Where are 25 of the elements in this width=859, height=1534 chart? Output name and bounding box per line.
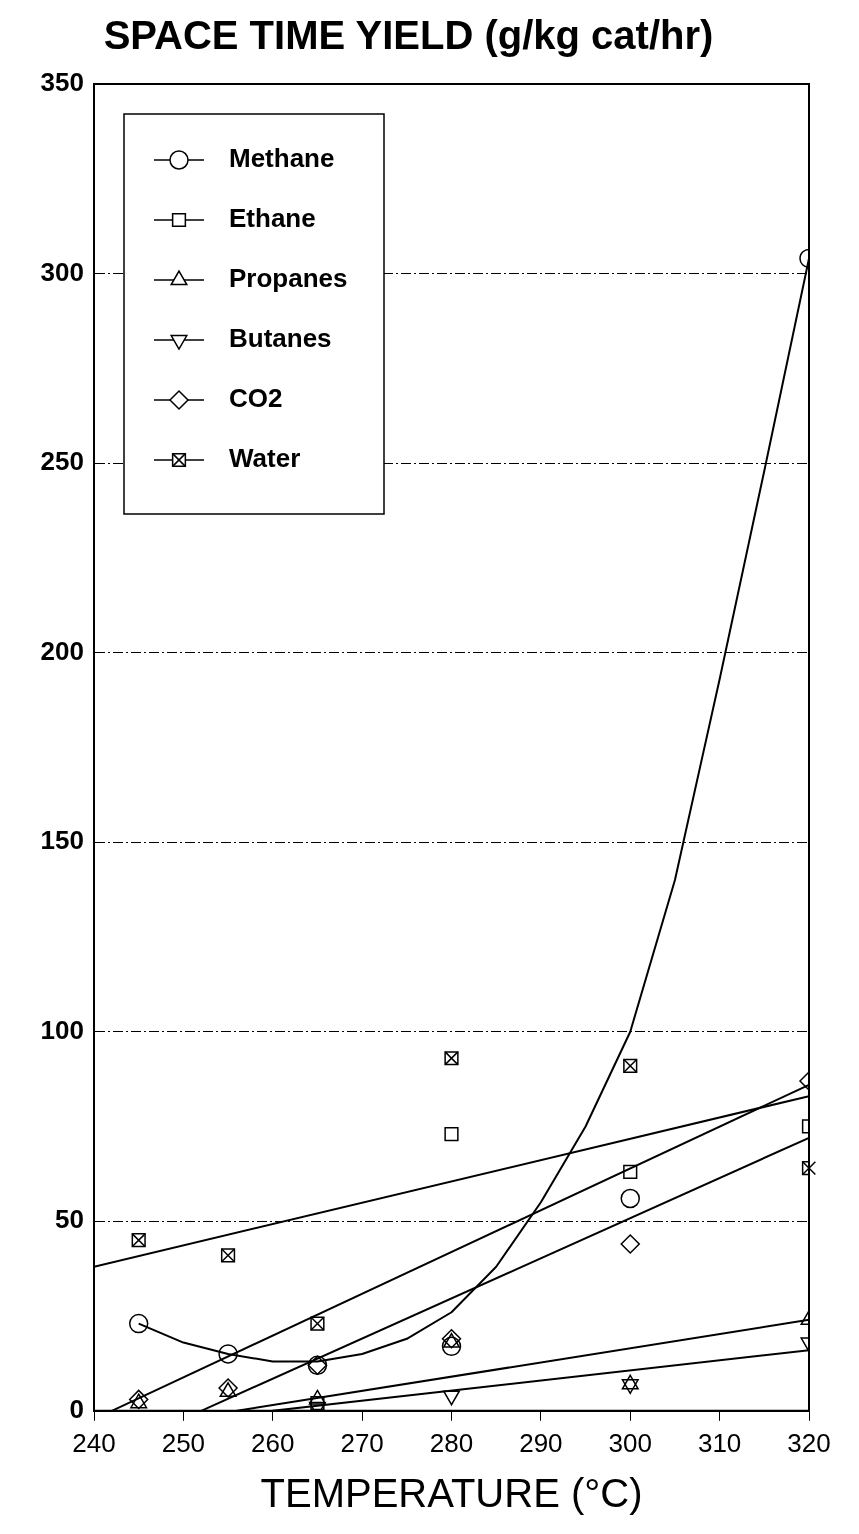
x-tick-label: 260 — [251, 1427, 295, 1458]
legend-label: Propanes — [229, 263, 348, 294]
legend-label: Ethane — [229, 203, 316, 234]
x-tick-label: 320 — [787, 1427, 831, 1458]
y-tick-label: 200 — [40, 635, 84, 666]
chart-title: SPACE TIME YIELD (g/kg cat/hr) — [103, 13, 714, 58]
legend-label: CO2 — [229, 383, 283, 414]
x-tick-label: 270 — [340, 1427, 384, 1458]
y-tick-label: 0 — [69, 1393, 84, 1424]
y-tick-label: 100 — [40, 1014, 84, 1045]
y-tick-label: 50 — [55, 1204, 84, 1235]
x-tick-label: 290 — [519, 1427, 563, 1458]
y-tick-label: 250 — [40, 446, 84, 477]
y-tick-label: 300 — [40, 256, 84, 287]
x-tick-label: 310 — [697, 1427, 742, 1458]
x-tick-label: 300 — [608, 1427, 652, 1458]
x-tick-label: 280 — [429, 1427, 474, 1458]
x-axis-title: TEMPERATURE (°C) — [260, 1471, 643, 1516]
y-tick-label: 350 — [40, 67, 84, 98]
legend-label: Butanes — [229, 323, 332, 354]
x-tick-label: 240 — [72, 1427, 116, 1458]
x-tick-label: 250 — [161, 1427, 206, 1458]
y-tick-label: 150 — [40, 825, 84, 856]
legend-label: Water — [229, 443, 301, 474]
legend-label: Methane — [229, 143, 335, 174]
